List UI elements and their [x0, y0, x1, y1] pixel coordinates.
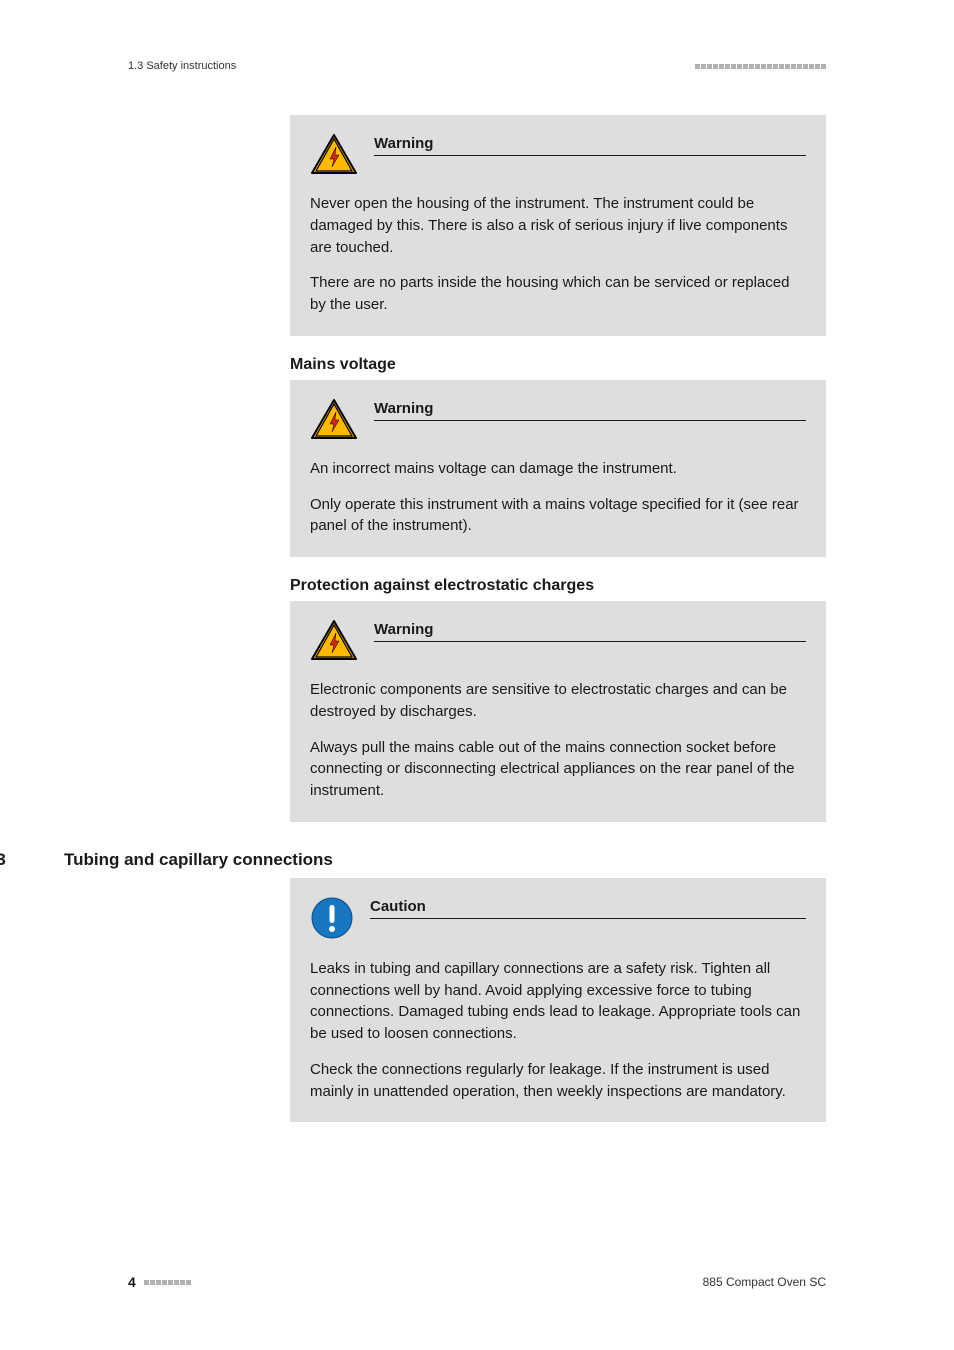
footer-doc-title: 885 Compact Oven SC	[703, 1275, 826, 1289]
warning-box-mains: Warning An incorrect mains voltage can d…	[290, 380, 826, 557]
warning-electric-icon	[310, 619, 358, 661]
section-title: Tubing and capillary connections	[64, 850, 333, 870]
warning-text: Only operate this instrument with a main…	[310, 494, 806, 538]
warning-text: Always pull the mains cable out of the m…	[310, 737, 806, 802]
warning-text: An incorrect mains voltage can damage th…	[310, 458, 806, 480]
warning-title: Warning	[374, 135, 806, 152]
caution-title: Caution	[370, 898, 806, 915]
warning-text: There are no parts inside the housing wh…	[310, 272, 806, 316]
warning-box-electrostatic: Warning Electronic components are sensit…	[290, 601, 826, 822]
footer-decoration	[144, 1280, 191, 1285]
page-header: 1.3 Safety instructions	[128, 60, 826, 72]
page-footer: 4 885 Compact Oven SC	[128, 1274, 826, 1290]
header-decoration	[695, 64, 826, 69]
divider	[370, 918, 806, 919]
divider	[374, 641, 806, 642]
warning-title: Warning	[374, 621, 806, 638]
caution-exclamation-icon	[310, 896, 354, 940]
divider	[374, 155, 806, 156]
warning-title: Warning	[374, 400, 806, 417]
warning-box-housing: Warning Never open the housing of the in…	[290, 115, 826, 336]
caution-text: Leaks in tubing and capillary connection…	[310, 958, 806, 1045]
warning-text: Never open the housing of the instrument…	[310, 193, 806, 258]
caution-text: Check the connections regularly for leak…	[310, 1059, 806, 1103]
page-number: 4	[128, 1274, 136, 1290]
section-heading: 1.3.3 Tubing and capillary connections	[0, 850, 826, 870]
warning-electric-icon	[310, 398, 358, 440]
warning-electric-icon	[310, 133, 358, 175]
header-section-label: 1.3 Safety instructions	[128, 60, 236, 72]
sub-heading-mains: Mains voltage	[290, 356, 826, 374]
sub-heading-electrostatic: Protection against electrostatic charges	[290, 577, 826, 595]
warning-text: Electronic components are sensitive to e…	[310, 679, 806, 723]
caution-box-tubing: Caution Leaks in tubing and capillary co…	[290, 878, 826, 1123]
section-number: 1.3.3	[0, 850, 28, 870]
divider	[374, 420, 806, 421]
